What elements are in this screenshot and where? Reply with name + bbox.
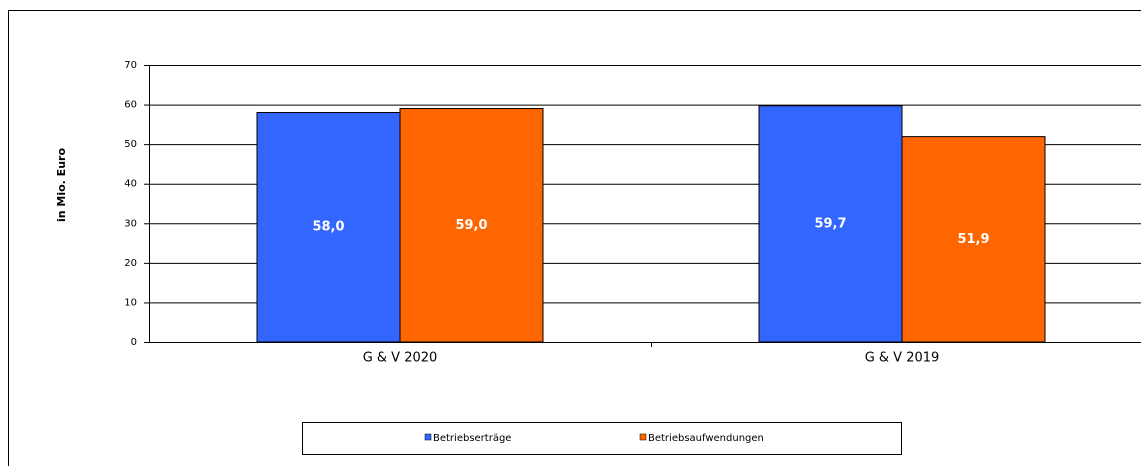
y-tick-label: 10 bbox=[124, 297, 137, 308]
value-label: 51,9 bbox=[957, 232, 989, 247]
value-label: 59,0 bbox=[455, 218, 487, 233]
legend-label: Betriebserträge bbox=[433, 433, 511, 444]
y-tick-label: 0 bbox=[131, 337, 137, 348]
y-tick-label: 70 bbox=[124, 60, 137, 71]
y-tick-label: 60 bbox=[124, 100, 137, 111]
x-tick-label: G & V 2019 bbox=[865, 351, 940, 366]
bar bbox=[901, 136, 1046, 343]
bar bbox=[256, 111, 401, 343]
y-tick-label: 50 bbox=[124, 139, 137, 150]
value-label: 59,7 bbox=[814, 216, 846, 231]
bar bbox=[399, 108, 544, 343]
legend-box bbox=[302, 422, 902, 455]
bar bbox=[758, 105, 903, 343]
x-tick-label: G & V 2020 bbox=[363, 351, 438, 366]
legend-label: Betriebsaufwendungen bbox=[648, 433, 764, 444]
value-label: 58,0 bbox=[312, 220, 344, 235]
y-axis-label: in Mio. Euro bbox=[55, 148, 68, 222]
y-tick-label: 30 bbox=[124, 218, 137, 229]
legend-swatch bbox=[639, 433, 647, 441]
y-tick-label: 40 bbox=[124, 179, 137, 190]
y-tick-label: 20 bbox=[124, 258, 137, 269]
legend-swatch bbox=[424, 433, 432, 441]
